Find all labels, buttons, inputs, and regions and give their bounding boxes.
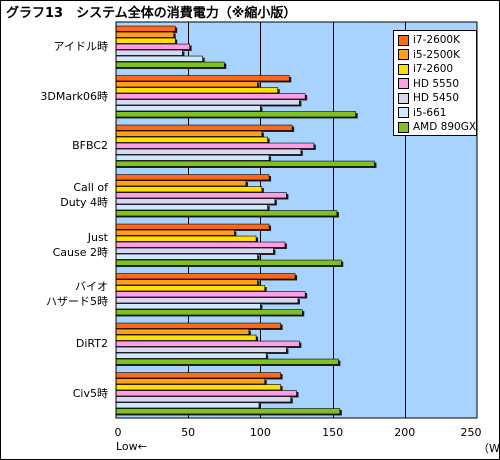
bar [115, 81, 258, 88]
bar [115, 229, 235, 236]
legend-item: i5-661 [398, 106, 476, 121]
bar [115, 87, 279, 94]
bar [115, 136, 268, 143]
x-tick-label: 0 [114, 426, 122, 439]
legend-label: HD 5450 [413, 92, 460, 105]
bar [115, 61, 225, 68]
bar [115, 334, 257, 341]
bar [115, 297, 299, 304]
legend-swatch [398, 34, 409, 46]
bar [115, 328, 250, 335]
bar [115, 204, 268, 211]
category-label: Just Cause 2時 [52, 230, 108, 259]
bar [115, 402, 260, 409]
legend-item: HD 5450 [398, 91, 476, 106]
category-label: Call of Duty 4時 [60, 181, 108, 210]
legend-label: i5-2500K [413, 48, 460, 61]
bar [115, 148, 302, 155]
x-axis-unit: （W） [478, 442, 500, 455]
legend-label: i7-2600K [413, 34, 460, 47]
bar [115, 303, 261, 310]
category-label: Civ5時 [72, 386, 108, 400]
bar [115, 130, 263, 137]
bar [115, 160, 375, 167]
bar [115, 49, 183, 56]
bar [115, 198, 276, 205]
x-tick-label: 100 [249, 426, 271, 439]
category-label: アイドル時 [53, 40, 108, 54]
x-axis-low-label: Low← [116, 440, 147, 453]
category-label: バイオ ハザード5時 [46, 280, 108, 309]
bar [115, 223, 270, 230]
legend-item: i7-2600 [398, 62, 476, 77]
bar [115, 322, 281, 329]
bar [115, 93, 306, 100]
legend-label: i5-661 [413, 106, 447, 119]
chart-title: グラフ13 システム全体の消費電力（※縮小版） [6, 6, 297, 21]
bar [115, 192, 287, 199]
bar [115, 210, 338, 217]
bar [115, 75, 290, 82]
bar [115, 25, 176, 32]
bar [115, 390, 297, 397]
bar [115, 309, 303, 316]
bar [115, 235, 257, 242]
legend-item: i7-2600K [398, 33, 476, 48]
legend-swatch [398, 78, 409, 90]
plot-border [115, 21, 478, 419]
bar [115, 259, 342, 266]
legend-label: AMD 890GX [413, 121, 477, 134]
legend-item: HD 5550 [398, 77, 476, 92]
bar [115, 378, 266, 385]
bar [115, 352, 267, 359]
bar [115, 241, 286, 248]
bar [115, 31, 175, 38]
x-tick-label: 250 [460, 426, 482, 439]
bar [115, 186, 263, 193]
bar [115, 273, 296, 280]
bar [115, 291, 306, 298]
legend-swatch [398, 63, 409, 75]
legend: i7-2600K i5-2500K i7-2600 HD 5550 HD 5450 i5-… [393, 30, 477, 136]
legend-label: i7-2600 [413, 63, 454, 76]
bar [115, 124, 293, 131]
category-label: DiRT2 [75, 337, 108, 351]
bar [115, 285, 266, 292]
legend-item: i5-2500K [398, 48, 476, 63]
bar [115, 55, 203, 62]
bar [115, 174, 270, 181]
bar [115, 396, 292, 403]
bar [115, 279, 258, 286]
legend-swatch [398, 49, 409, 61]
bar [115, 340, 300, 347]
bar [115, 37, 176, 44]
legend-swatch [398, 121, 409, 133]
x-tick-label: 200 [394, 426, 416, 439]
category-label: 3DMark06時 [40, 89, 108, 103]
bar [115, 111, 357, 118]
bar [115, 384, 281, 391]
bar [115, 346, 287, 353]
legend-label: HD 5550 [413, 77, 460, 90]
legend-item: AMD 890GX [398, 120, 476, 135]
bar [115, 105, 261, 112]
bar [115, 154, 270, 161]
legend-swatch [398, 92, 409, 104]
x-tick-label: 50 [181, 426, 196, 439]
bar [115, 253, 258, 260]
bar [115, 43, 190, 50]
x-tick-label: 150 [322, 426, 344, 439]
bar [115, 247, 274, 254]
bar [115, 99, 300, 106]
legend-swatch [398, 107, 409, 119]
bar [115, 408, 341, 415]
bar [115, 142, 315, 149]
bar [115, 358, 339, 365]
category-label: BFBC2 [72, 139, 108, 153]
bar [115, 372, 281, 379]
bar [115, 180, 247, 187]
